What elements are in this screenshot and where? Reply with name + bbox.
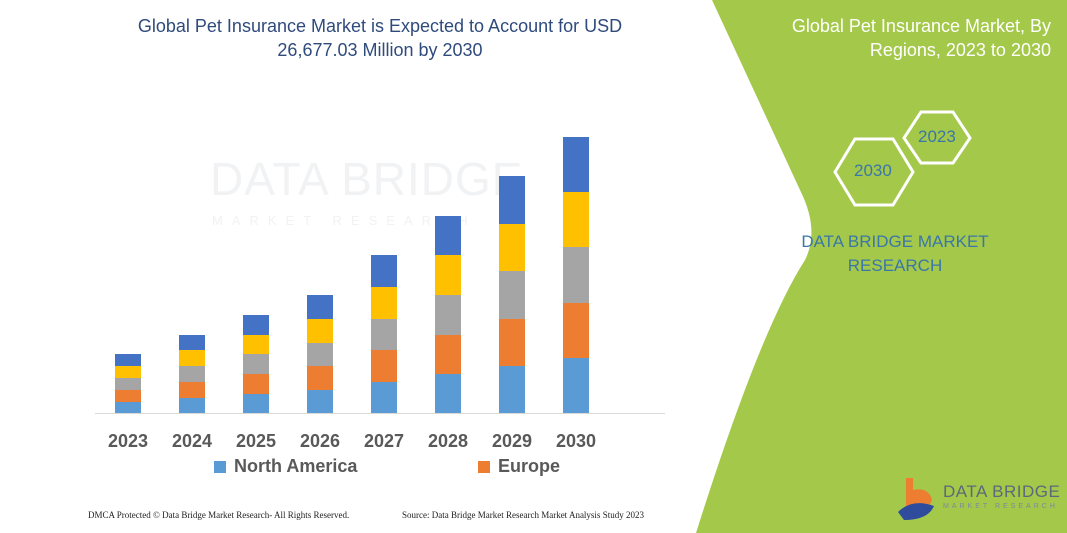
hexagon-2023 [902,110,972,165]
logo-text: DATA BRIDGE [943,482,1061,501]
bar-segment-2023-series-3 [115,378,141,390]
legend-north-america: North America [214,456,357,477]
bar-segment-2025-series-2 [243,374,269,394]
legend-label: Europe [498,456,561,476]
bar-segment-2029-series-2 [499,319,525,366]
legend-swatch [214,460,226,473]
watermark-subtext: MARKET RESEARCH [212,213,477,228]
bar-segment-2028-series-3 [435,295,461,335]
bar-segment-2025-series-4 [243,335,269,354]
bar-segment-2023-series-1 [115,402,141,413]
bar-segment-2030-series-5 [563,137,589,192]
bar-segment-2029-series-5 [499,176,525,224]
hexagon-2030 [833,137,915,207]
bar-segment-2024-series-5 [179,335,205,350]
bar-segment-2028-series-4 [435,255,461,295]
chart-title: Global Pet Insurance Market is Expected … [137,16,623,60]
x-tick-label: 2025 [236,431,276,451]
bar-segment-2023-series-4 [115,366,141,378]
bar-segment-2029-series-4 [499,224,525,271]
bar-segment-2024-series-2 [179,382,205,398]
bar-segment-2027-series-3 [371,319,397,350]
footer-copyright: DMCA Protected © Data Bridge Market Rese… [88,510,350,520]
x-tick-label: 2027 [364,431,404,451]
legend-europe: Europe [478,456,560,477]
bar-segment-2030-series-2 [563,303,589,358]
bar-segment-2026-series-3 [307,343,333,366]
x-tick-label: 2023 [108,431,148,451]
bar-segment-2023-series-2 [115,390,141,402]
brand-text: DATA BRIDGE MARKET RESEARCH [801,232,989,275]
bar-segment-2030-series-4 [563,192,589,247]
bar-segment-2029-series-1 [499,366,525,413]
bar-segment-2026-series-1 [307,390,333,413]
logo-subtext: MARKET RESEARCH [943,503,1058,510]
bar-segment-2026-series-5 [307,295,333,319]
x-tick-label: 2026 [300,431,340,451]
hex-year-2030: 2030 [854,161,892,180]
footer-source: Source: Data Bridge Market Research Mark… [402,510,644,520]
bar-segment-2024-series-4 [179,350,205,366]
x-tick-label: 2030 [556,431,596,451]
bar-segment-2025-series-1 [243,394,269,413]
bar-segment-2028-series-1 [435,374,461,413]
bar-segment-2023-series-5 [115,354,141,366]
bar-segment-2030-series-3 [563,247,589,303]
hex-year-2023: 2023 [918,127,956,146]
bar-segment-2025-series-5 [243,315,269,335]
side-panel-title: Global Pet Insurance Market, By Regions,… [791,16,1051,60]
bar-segment-2027-series-2 [371,350,397,382]
bar-segment-2028-series-2 [435,335,461,374]
bar-segment-2026-series-4 [307,319,333,343]
bar-segment-2028-series-5 [435,216,461,255]
bar-segment-2030-series-1 [563,358,589,413]
bar-segment-2027-series-4 [371,287,397,319]
bar-segment-2027-series-5 [371,255,397,287]
legend-swatch [478,460,490,473]
x-tick-label: 2024 [172,431,212,451]
bar-segment-2025-series-3 [243,354,269,374]
x-tick-label: 2029 [492,431,532,451]
logo-icon [898,478,934,520]
bar-segment-2029-series-3 [499,271,525,319]
x-tick-label: 2028 [428,431,468,451]
bar-segment-2024-series-1 [179,398,205,413]
bar-segment-2024-series-3 [179,366,205,382]
bar-segment-2026-series-2 [307,366,333,390]
watermark: DATA BRIDGE [210,153,524,205]
bar-segment-2027-series-1 [371,382,397,413]
stacked-bar-chart: 2023 2024 2025 2026 2027 2028 2029 2030 [95,137,665,451]
green-side-panel [696,0,1067,533]
legend-label: North America [234,456,358,476]
